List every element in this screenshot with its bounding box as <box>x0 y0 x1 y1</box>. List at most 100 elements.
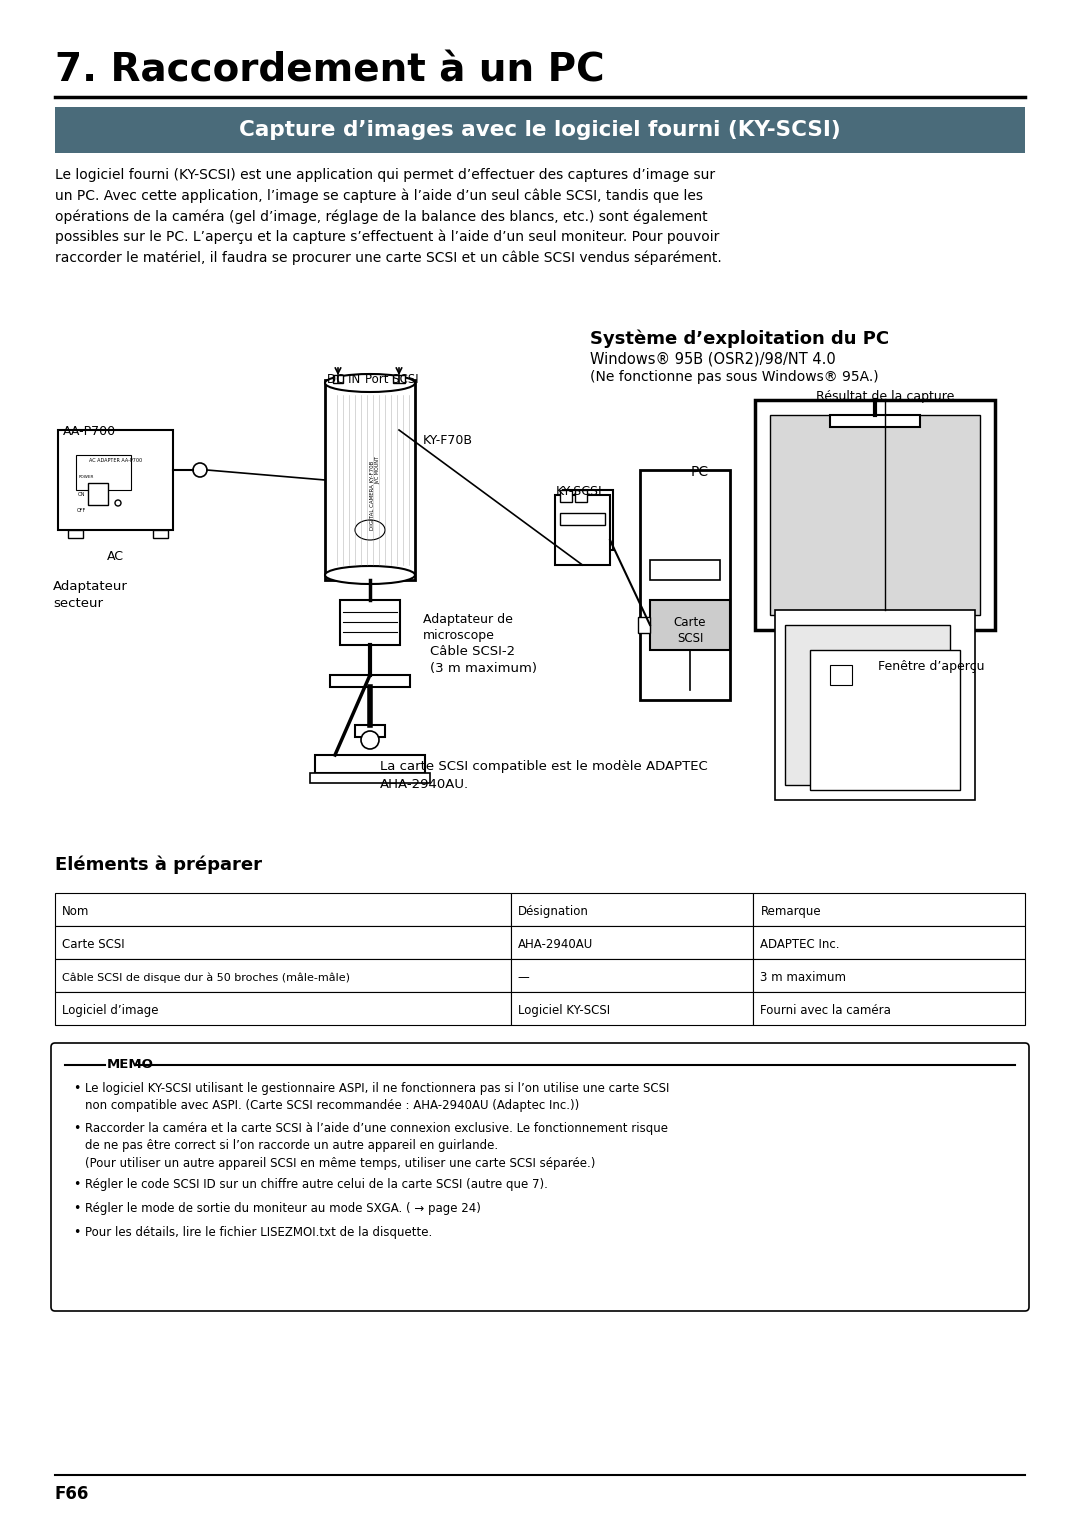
Bar <box>310 774 430 783</box>
Bar <box>650 599 730 650</box>
Text: Remarque: Remarque <box>760 905 821 917</box>
Text: DIGITAL CAMERA KY-F70B: DIGITAL CAMERA KY-F70B <box>369 460 375 529</box>
Bar <box>340 599 400 645</box>
Text: KY-F70B: KY-F70B <box>423 434 473 446</box>
Text: POWER: POWER <box>79 476 94 479</box>
Bar <box>511 992 754 1024</box>
Bar <box>810 650 960 790</box>
Text: 7. Raccordement à un PC: 7. Raccordement à un PC <box>55 52 605 90</box>
Bar <box>55 107 1025 153</box>
Text: F66: F66 <box>55 1485 90 1503</box>
Bar <box>754 992 1025 1024</box>
Text: Eléments à préparer: Eléments à préparer <box>55 855 262 873</box>
Bar <box>330 674 410 687</box>
Bar <box>511 927 754 959</box>
Text: Windows® 95B (OSR2)/98/NT 4.0: Windows® 95B (OSR2)/98/NT 4.0 <box>590 352 836 367</box>
Text: Fourni avec la caméra: Fourni avec la caméra <box>760 1005 891 1017</box>
Bar <box>754 959 1025 992</box>
Text: Désignation: Désignation <box>518 905 589 917</box>
Text: DC IN: DC IN <box>327 373 361 385</box>
Bar <box>785 625 950 784</box>
Ellipse shape <box>325 566 415 584</box>
Bar <box>831 414 920 427</box>
Text: Système d’exploitation du PC: Système d’exploitation du PC <box>590 330 889 349</box>
Bar <box>640 469 730 700</box>
Circle shape <box>193 463 207 477</box>
Text: Logiciel d’image: Logiciel d’image <box>62 1005 159 1017</box>
Bar <box>563 489 613 550</box>
Text: Le logiciel fourni (KY-SCSI) est une application qui permet d’effectuer des capt: Le logiciel fourni (KY-SCSI) est une app… <box>55 168 721 266</box>
Bar <box>511 893 754 927</box>
Bar <box>55 927 511 959</box>
Bar <box>755 401 995 630</box>
Text: KY-SCSI: KY-SCSI <box>556 485 603 498</box>
Bar <box>325 381 415 579</box>
Bar <box>55 992 511 1024</box>
Text: Raccorder la caméra et la carte SCSI à l’aide d’une connexion exclusive. Le fonc: Raccorder la caméra et la carte SCSI à l… <box>85 1122 669 1170</box>
Text: AHA-2940AU: AHA-2940AU <box>518 937 593 951</box>
Bar <box>754 927 1025 959</box>
Text: Adaptateur
secteur: Adaptateur secteur <box>53 579 127 610</box>
Bar <box>333 375 343 382</box>
Bar <box>76 456 131 489</box>
Text: (Ne fonctionne pas sous Windows® 95A.): (Ne fonctionne pas sous Windows® 95A.) <box>590 370 879 384</box>
Text: Logiciel KY-SCSI: Logiciel KY-SCSI <box>518 1005 610 1017</box>
Bar <box>87 483 108 505</box>
Text: Carte SCSI: Carte SCSI <box>62 937 124 951</box>
Bar <box>58 430 173 531</box>
Ellipse shape <box>325 375 415 391</box>
Bar <box>575 489 588 502</box>
Text: ADAPTEC Inc.: ADAPTEC Inc. <box>760 937 840 951</box>
Bar <box>355 725 384 737</box>
Text: Le logiciel KY-SCSI utilisant le gestionnaire ASPI, il ne fonctionnera pas si l’: Le logiciel KY-SCSI utilisant le gestion… <box>85 1083 670 1113</box>
Bar <box>638 618 650 633</box>
Text: Carte
SCSI: Carte SCSI <box>674 616 706 645</box>
Text: AC: AC <box>107 550 124 563</box>
Text: •: • <box>73 1202 80 1216</box>
Bar <box>315 755 426 774</box>
Bar <box>561 489 572 502</box>
Ellipse shape <box>355 520 384 540</box>
Text: ON: ON <box>78 492 84 497</box>
Bar <box>393 375 405 382</box>
Text: Adaptateur de
microscope: Adaptateur de microscope <box>423 613 513 642</box>
Bar <box>561 514 605 524</box>
Text: AC ADAPTER AA-P700: AC ADAPTER AA-P700 <box>89 457 143 462</box>
Text: •: • <box>73 1083 80 1095</box>
Text: AA-P700: AA-P700 <box>63 425 117 437</box>
Text: Nom: Nom <box>62 905 90 917</box>
Text: MEMO: MEMO <box>107 1058 153 1072</box>
Text: Capture d’images avec le logiciel fourni (KY-SCSI): Capture d’images avec le logiciel fourni… <box>239 119 841 141</box>
Text: •: • <box>73 1122 80 1135</box>
Text: —: — <box>518 971 529 985</box>
Text: •: • <box>73 1226 80 1238</box>
Text: Régler le mode de sortie du moniteur au mode SXGA. ( → page 24): Régler le mode de sortie du moniteur au … <box>85 1202 481 1216</box>
Bar <box>775 610 975 800</box>
Bar <box>511 959 754 992</box>
Text: •: • <box>73 1177 80 1191</box>
Text: PC: PC <box>691 465 710 479</box>
Text: Câble SCSI-2
(3 m maximum): Câble SCSI-2 (3 m maximum) <box>430 645 537 674</box>
Text: Port SCSI: Port SCSI <box>365 373 419 385</box>
Bar <box>770 414 980 615</box>
FancyBboxPatch shape <box>51 1043 1029 1310</box>
Bar <box>153 531 168 538</box>
Bar <box>754 893 1025 927</box>
Text: Pour les détails, lire le fichier LISEZMOI.txt de la disquette.: Pour les détails, lire le fichier LISEZM… <box>85 1226 432 1238</box>
Text: Câble SCSI de disque dur à 50 broches (mâle-mâle): Câble SCSI de disque dur à 50 broches (m… <box>62 972 350 983</box>
Text: OFF: OFF <box>77 508 85 512</box>
Bar <box>55 959 511 992</box>
Bar <box>55 893 511 927</box>
Text: La carte SCSI compatible est le modèle ADAPTEC
AHA-2940AU.: La carte SCSI compatible est le modèle A… <box>380 760 707 790</box>
Bar <box>68 531 83 538</box>
Bar <box>555 495 610 566</box>
Bar <box>650 560 720 579</box>
Text: JVC MOUNT: JVC MOUNT <box>376 456 380 485</box>
Circle shape <box>114 500 121 506</box>
Text: Résultat de la capture: Résultat de la capture <box>815 390 955 404</box>
Circle shape <box>361 731 379 749</box>
Text: Régler le code SCSI ID sur un chiffre autre celui de la carte SCSI (autre que 7): Régler le code SCSI ID sur un chiffre au… <box>85 1177 548 1191</box>
Bar <box>831 665 852 685</box>
Text: 3 m maximum: 3 m maximum <box>760 971 847 985</box>
Text: Fenêtre d’aperçu: Fenêtre d’aperçu <box>878 661 985 673</box>
